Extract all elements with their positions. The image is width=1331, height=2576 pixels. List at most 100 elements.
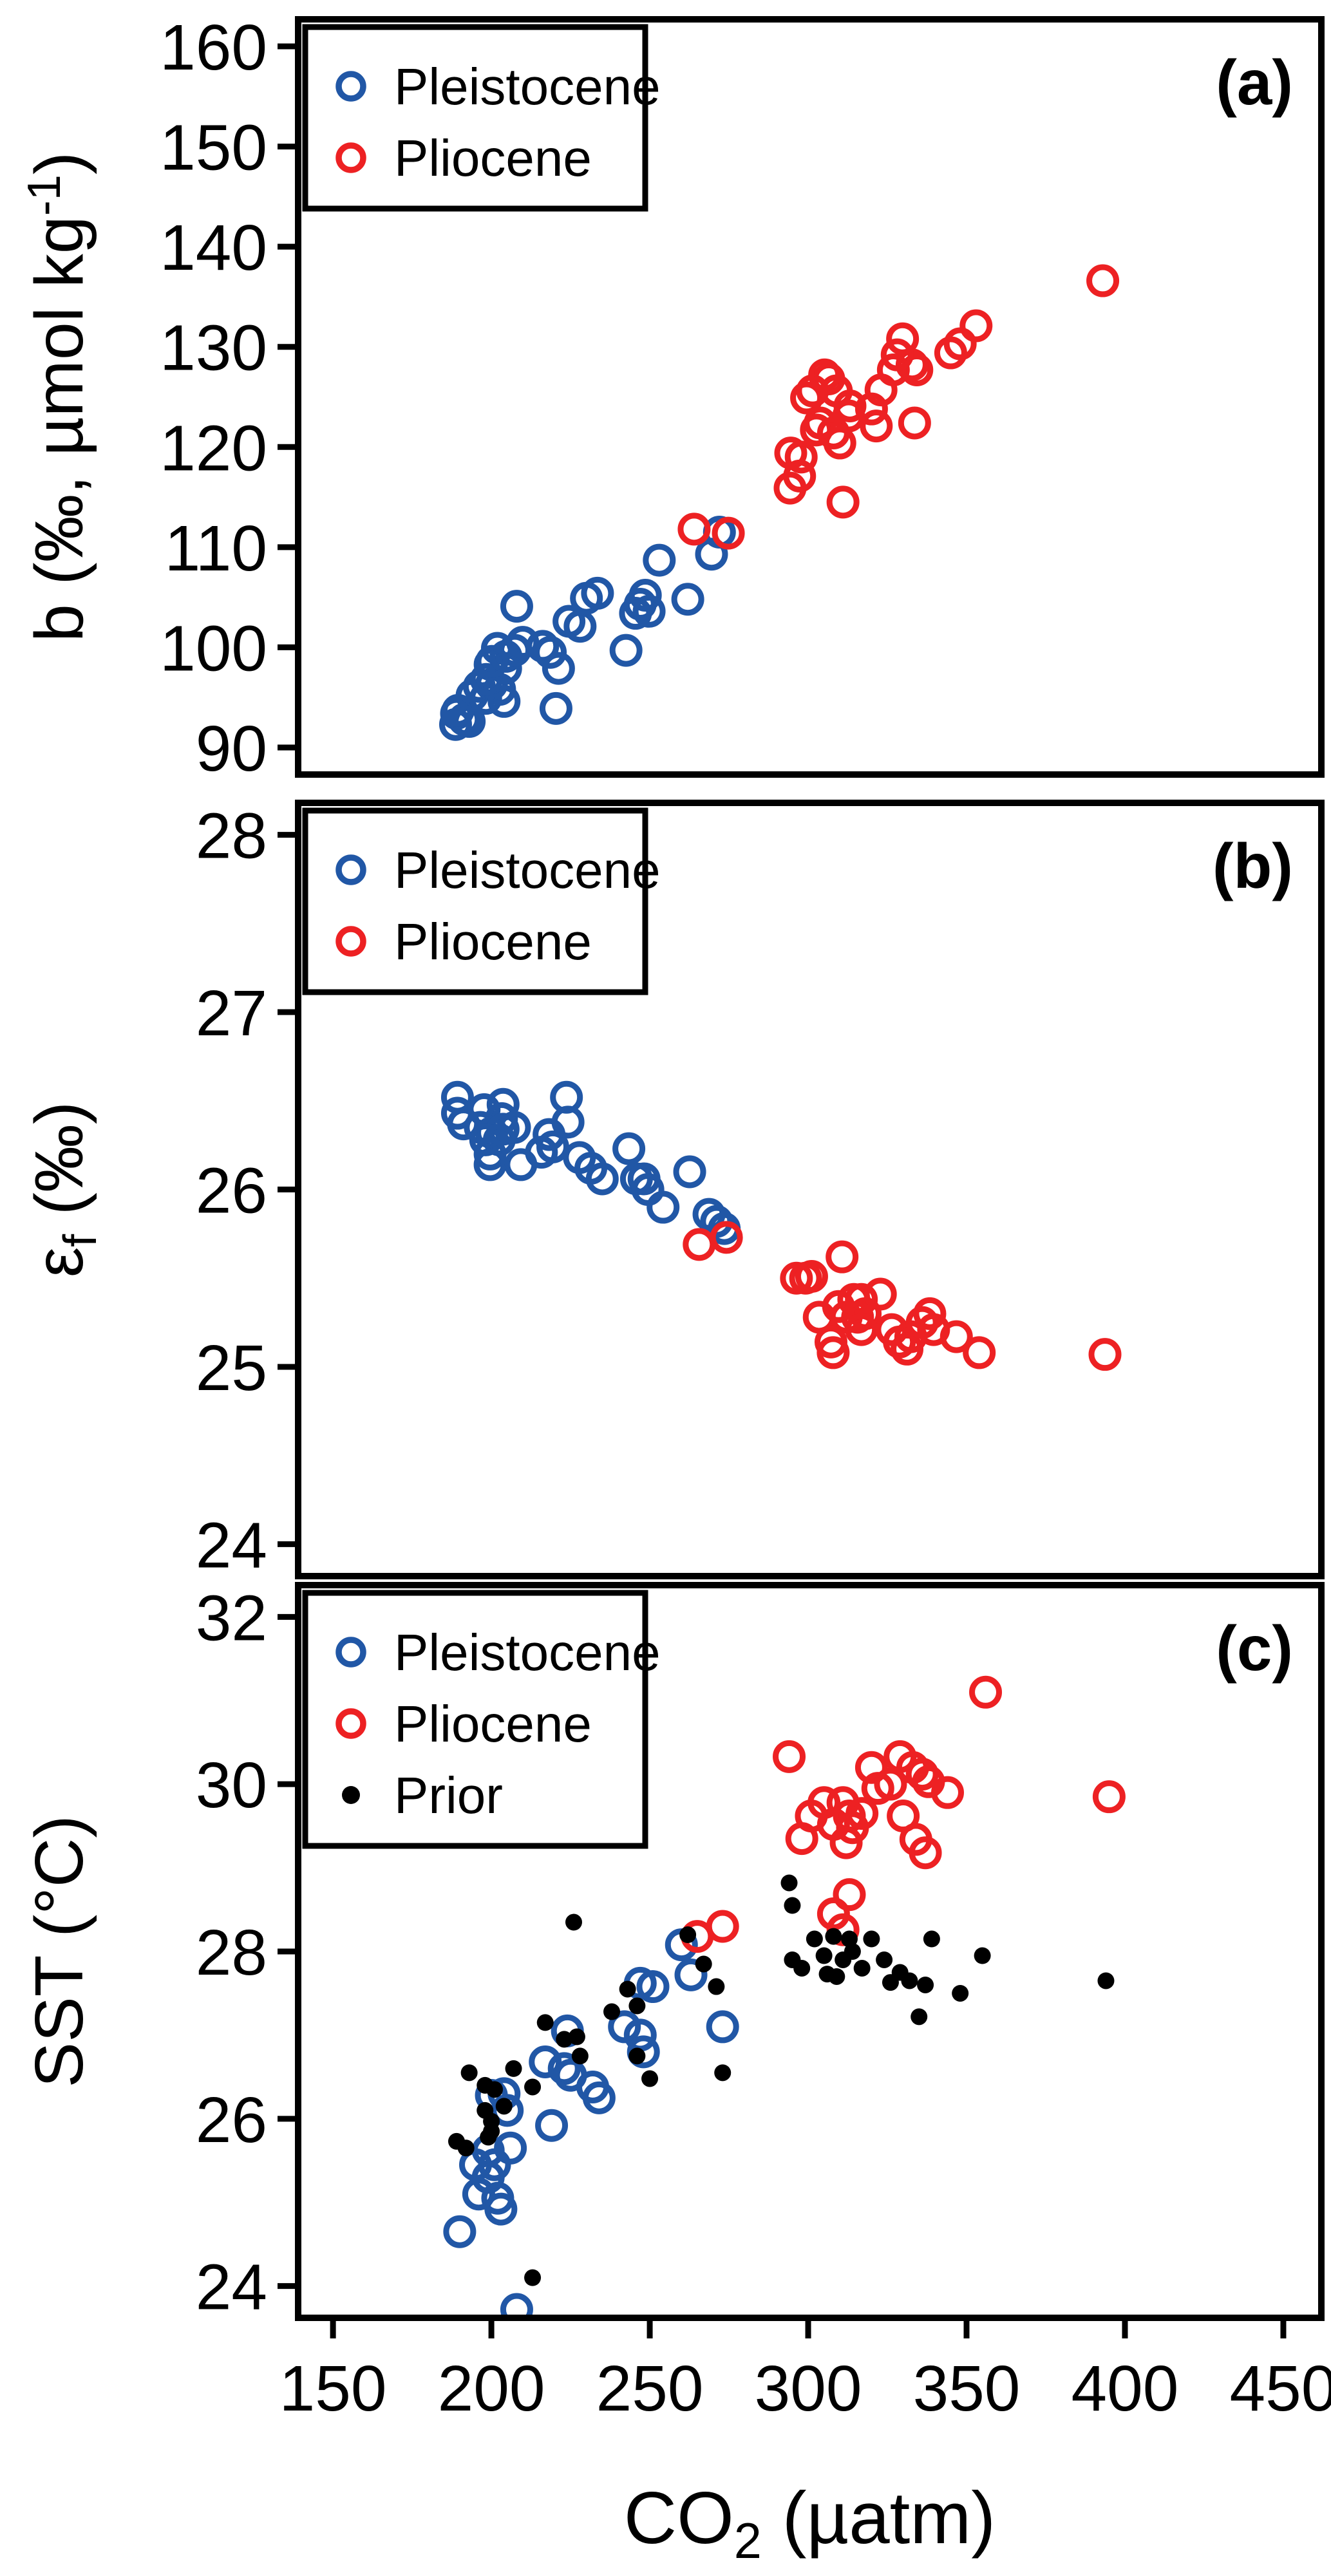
x-tick-label: 350 [913,2353,1021,2425]
data-point-pliocene [898,406,931,440]
x-tick-label: 300 [755,2353,862,2425]
data-point-pleistocene [628,579,662,612]
legend-marker-pliocene [335,142,366,173]
data-point-pleistocene [475,644,509,678]
y-tick-label: 28 [196,1917,267,1989]
data-point-pliocene [874,1767,907,1801]
data-point-prior [714,2064,732,2082]
data-point-prior [628,2047,646,2065]
data-point-pliocene [829,1826,863,1859]
legend-label: Pliocene [394,913,592,970]
legend-label: Pleistocene [394,1624,661,1681]
data-point-pliocene [963,1336,996,1369]
data-point-pleistocene [500,590,533,623]
data-point-prior [556,2031,573,2048]
data-point-prior [784,1897,801,1914]
legend-marker-prior [342,1786,360,1804]
y-tick-label: 90 [196,713,267,785]
data-point-pleistocene [494,2131,527,2165]
y-axis-title-c: SST (°C) [21,1815,97,2087]
data-point-pleistocene [487,684,521,718]
data-point-pliocene [712,516,745,550]
data-point-pleistocene [671,583,704,616]
data-point-prior [536,2014,554,2031]
panel-c: 24 26 28 30 32 Pleistocene Pliocene Prior (c) SST… [21,1582,1325,2324]
data-point-pliocene [826,1240,859,1274]
panel-letter: (c) [1216,1613,1293,1684]
data-point-pleistocene [539,691,572,725]
data-point-pleistocene [551,1105,585,1139]
data-point-pliocene [886,322,920,355]
data-point-prior [495,2098,513,2115]
y-tick-label: 27 [196,977,267,1049]
y-tick-label: 140 [160,212,267,284]
data-point-prior [853,1959,871,1977]
x-tick-label: 450 [1230,2353,1331,2425]
legend-label: Pleistocene [394,58,661,115]
data-point-prior [863,1930,880,1948]
legend-label: Pleistocene [394,841,661,899]
data-point-prior [679,1926,697,1944]
data-point-pliocene [683,1228,716,1261]
y-tick-label: 25 [196,1332,267,1404]
data-point-pliocene [1086,264,1120,297]
data-point-pliocene [909,1836,942,1870]
data-point-prior [641,2070,659,2087]
data-point-prior [923,1930,940,1948]
legend-label: Prior [394,1767,503,1824]
data-point-pleistocene [647,1190,680,1224]
x-axis-title: CO2​ (µatm) [624,2477,996,2569]
data-point-prior [876,1951,893,1968]
data-point-pliocene [826,485,860,519]
legend-box [302,24,648,212]
panel-box [295,800,1325,1579]
data-point-pliocene [784,440,818,474]
data-point-pliocene [876,353,910,386]
data-point-prior [695,1955,712,1973]
data-point-pliocene [930,1776,964,1809]
data-point-pliocene [808,358,842,391]
data-point-pleistocene [529,2045,562,2078]
points-group-a [439,264,1120,741]
data-point-pleistocene [542,652,575,685]
data-point-pliocene [845,1313,878,1346]
data-point-pliocene [864,1277,897,1311]
x-tick-label: 150 [279,2353,387,2425]
data-point-pliocene [880,338,914,371]
data-point-pliocene [860,409,893,443]
legend-marker-pliocene [335,1708,366,1739]
data-point-pleistocene [484,2192,518,2226]
data-point-pliocene [969,1675,1003,1709]
data-point-prior [628,1997,646,2015]
data-point-pliocene [959,309,993,343]
panel-b: 24 25 26 27 28 Pleistocene Pliocene (b) εf​ (‰) [21,800,1325,1581]
y-tick-label: 26 [196,2084,267,2156]
data-point-pliocene [905,1758,939,1791]
x-tick-label: 400 [1071,2353,1179,2425]
data-point-pliocene [790,381,824,415]
legend-box [302,807,648,995]
data-point-prior [619,1980,636,1998]
data-point-prior [1097,1972,1115,1989]
data-point-prior [460,2064,478,2082]
data-point-pliocene [939,1320,973,1353]
legend-label: Pliocene [394,1695,592,1753]
y-tick-label: 110 [165,512,267,585]
data-point-prior [708,1978,725,1995]
legend-marker-pleistocene [335,1637,366,1668]
data-point-prior [524,2078,542,2096]
legend-marker-pleistocene [335,854,366,885]
data-point-prior [806,1930,823,1948]
data-point-prior [828,1968,845,1985]
x-tick-label: 200 [438,2353,545,2425]
data-point-prior [483,2123,500,2140]
data-point-pliocene [845,1797,879,1830]
data-point-pleistocene [525,1136,558,1169]
data-point-pleistocene [673,1155,706,1189]
panel-letter: (a) [1216,47,1293,118]
y-tick-label: 24 [196,2252,267,2324]
data-point-pleistocene [674,1958,708,1991]
data-point-prior [844,1943,861,1960]
